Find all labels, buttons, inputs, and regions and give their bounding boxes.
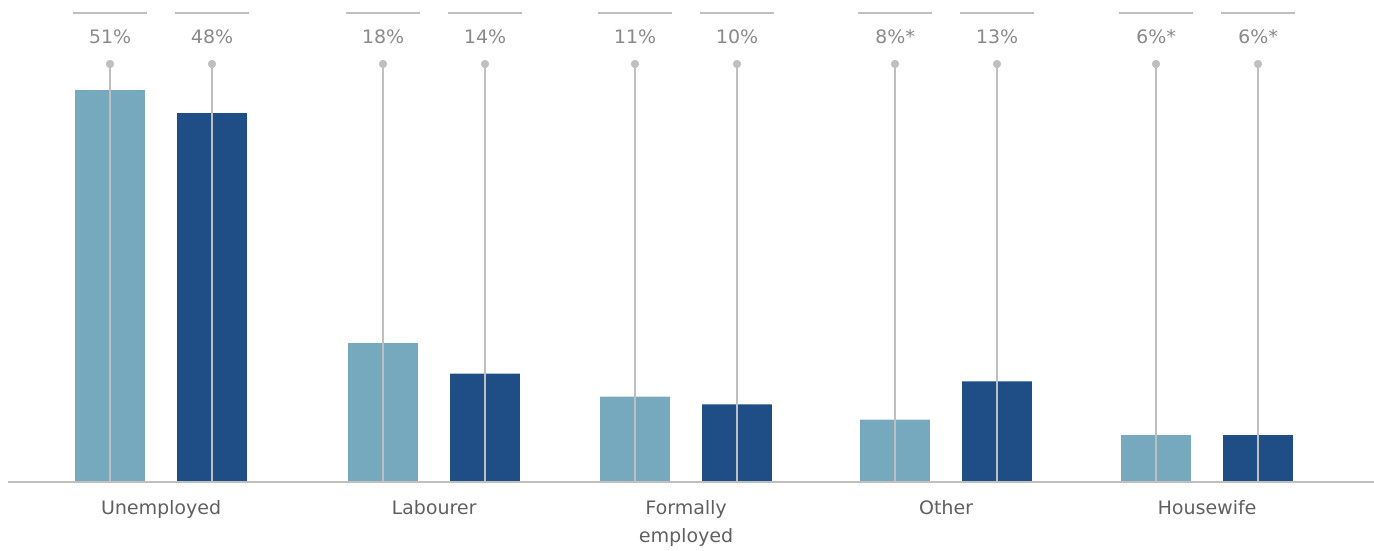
leader-dot-4-1 <box>1254 60 1262 68</box>
data-label-4-1: 6%* <box>1238 26 1278 48</box>
leader-dot-2-0 <box>631 60 639 68</box>
data-label-0-1: 48% <box>191 26 233 48</box>
category-label-0: Unemployed <box>101 497 221 519</box>
bars-layer <box>75 90 1293 481</box>
category-label-1: Labourer <box>392 497 477 519</box>
data-label-3-0: 8%* <box>875 26 915 48</box>
leader-dot-3-1 <box>993 60 1001 68</box>
data-label-2-0: 11% <box>614 26 656 48</box>
data-label-1-0: 18% <box>362 26 404 48</box>
leader-dot-0-1 <box>208 60 216 68</box>
leader-dot-3-0 <box>891 60 899 68</box>
category-labels-layer: Unemployed Labourer Formally employed Other H… <box>101 497 1257 547</box>
data-label-2-1: 10% <box>716 26 758 48</box>
leader-dot-2-1 <box>733 60 741 68</box>
leader-dot-4-0 <box>1152 60 1160 68</box>
leader-dot-1-0 <box>379 60 387 68</box>
leaders-layer <box>106 60 1262 481</box>
leader-dot-0-0 <box>106 60 114 68</box>
data-label-3-1: 13% <box>976 26 1018 48</box>
category-label-4: Housewife <box>1158 497 1257 519</box>
labels-layer: 51% 48% 18% 14% 11% 10% 8%* 13% 6%* 6%* <box>73 12 1295 48</box>
data-label-4-0: 6%* <box>1136 26 1176 48</box>
data-label-0-0: 51% <box>89 26 131 48</box>
data-label-1-1: 14% <box>464 26 506 48</box>
leader-dot-1-1 <box>481 60 489 68</box>
category-label-2: Formally employed <box>639 497 733 546</box>
category-label-3: Other <box>919 497 973 519</box>
